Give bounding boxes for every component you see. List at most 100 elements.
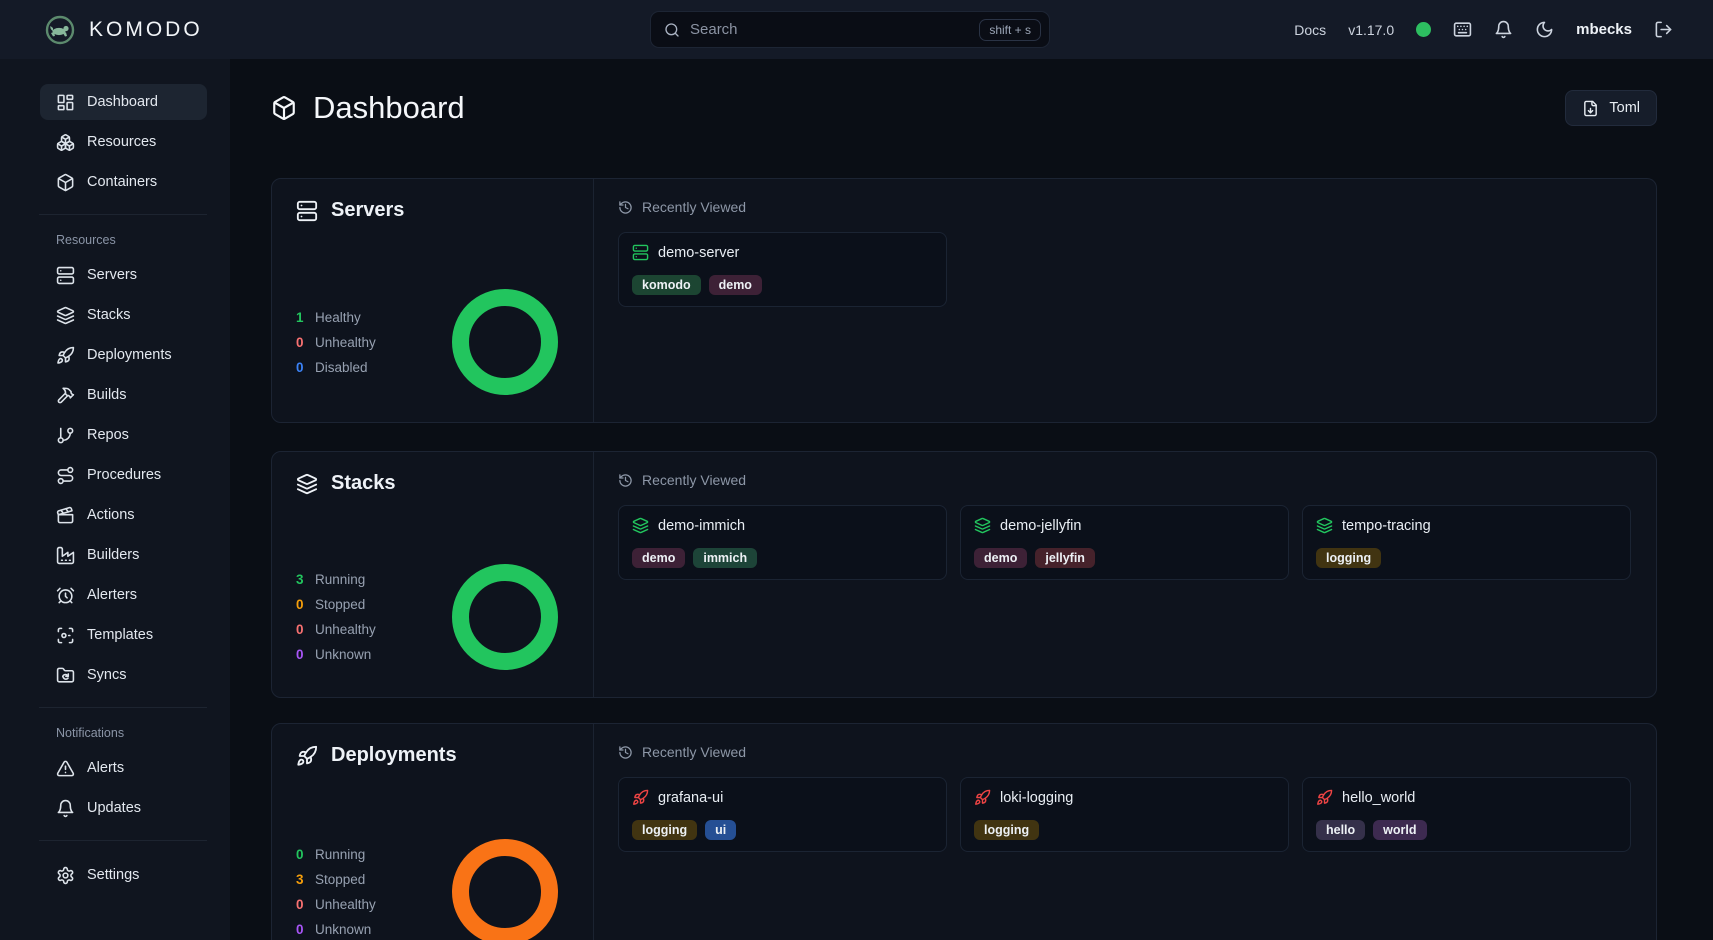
factory-icon [56,546,75,565]
sidebar-item-resources[interactable]: Resources [40,124,207,160]
search-icon [664,22,680,38]
sidebar-item-repos[interactable]: Repos [40,417,207,453]
deployments-card-title[interactable]: Deployments [296,744,569,767]
alarm-clock-icon [56,586,75,605]
deployments-card: Deployments 0 Running 3 Stopped 0 Unheal… [271,723,1657,940]
logout-icon[interactable] [1654,20,1673,39]
tag-logging[interactable]: logging [1316,548,1382,568]
tag-logging[interactable]: logging [974,820,1040,840]
sidebar-item-builds[interactable]: Builds [40,377,207,413]
route-icon [56,466,75,485]
sidebar-item-deployments[interactable]: Deployments [40,337,207,373]
servers-card: Servers 1 Healthy 0 Unhealthy 0 Disabled [271,178,1657,423]
legend-row: 0 Unknown [296,647,372,662]
layout-dashboard-icon [56,93,75,112]
legend-row: 0 Unhealthy [296,897,376,912]
sidebar-section-resources: Resources [56,233,116,247]
user-menu[interactable]: mbecks [1576,21,1632,38]
resource-card-tempo-tracing[interactable]: tempo-tracing logging [1302,505,1631,580]
theme-toggle-moon-icon[interactable] [1535,20,1554,39]
history-icon [618,200,633,215]
layers-icon [1316,517,1333,534]
version-label: v1.17.0 [1348,21,1395,38]
sidebar-item-updates[interactable]: Updates [40,790,207,826]
sidebar-item-label: Builds [87,387,127,403]
sidebar-item-label: Dashboard [87,94,158,110]
layers-icon [56,306,75,325]
tag-immich[interactable]: immich [693,548,758,568]
sidebar-item-builders[interactable]: Builders [40,537,207,573]
search-shortcut-badge: shift + s [979,18,1041,41]
sidebar-item-containers[interactable]: Containers [40,164,207,200]
docs-link[interactable]: Docs [1294,21,1327,38]
tag-komodo[interactable]: komodo [632,275,701,295]
sidebar-item-label: Builders [87,547,140,563]
tag-demo[interactable]: demo [974,548,1028,568]
toml-export-button[interactable]: Toml [1565,90,1657,126]
sidebar-item-label: Servers [87,267,137,283]
sidebar-item-templates[interactable]: Templates [40,617,207,653]
connection-status-dot[interactable] [1416,22,1432,37]
history-icon [618,473,633,488]
sidebar-item-actions[interactable]: Actions [40,497,207,533]
sidebar-item-servers[interactable]: Servers [40,257,207,293]
tag-demo[interactable]: demo [708,275,762,295]
sidebar: Dashboard Resources Containers Resources… [0,59,230,940]
sidebar-item-label: Stacks [87,307,131,323]
recently-viewed-label: Recently Viewed [618,744,1632,760]
rocket-icon [632,789,649,806]
tag-hello[interactable]: hello [1316,820,1366,840]
divider [39,214,207,215]
sidebar-item-stacks[interactable]: Stacks [40,297,207,333]
tag-jellyfin[interactable]: jellyfin [1035,548,1095,568]
sidebar-item-label: Syncs [87,667,127,683]
resource-card-hello-world[interactable]: hello_world hello world [1302,777,1631,852]
template-icon [56,626,75,645]
search-input[interactable] [680,21,980,38]
resource-card-demo-immich[interactable]: demo-immich demo immich [618,505,947,580]
tag-world[interactable]: world [1373,820,1427,840]
sidebar-item-label: Containers [87,174,158,190]
resource-card-grafana-ui[interactable]: grafana-ui logging ui [618,777,947,852]
top-navbar: KOMODO shift + s Docs v1.17.0 mbecks [0,0,1713,59]
sidebar-item-label: Settings [87,867,140,883]
tag-demo[interactable]: demo [632,548,686,568]
resource-card-loki-logging[interactable]: loki-logging logging [960,777,1289,852]
sidebar-item-label: Resources [87,134,157,150]
keyboard-shortcuts-icon[interactable] [1453,20,1472,39]
recently-viewed-label: Recently Viewed [618,199,1632,215]
sidebar-item-syncs[interactable]: Syncs [40,657,207,693]
history-icon [618,745,633,760]
sidebar-item-procedures[interactable]: Procedures [40,457,207,493]
resource-card-demo-server[interactable]: demo-server komodo demo [618,232,947,307]
tag-ui[interactable]: ui [705,820,737,840]
sidebar-item-label: Deployments [87,347,172,363]
legend-row: 3 Stopped [296,872,366,887]
server-icon [632,244,649,261]
sidebar-item-label: Updates [87,800,142,816]
boxes-icon [56,133,75,152]
resource-card-demo-jellyfin[interactable]: demo-jellyfin demo jellyfin [960,505,1289,580]
servers-status-legend: 1 Healthy 0 Unhealthy 0 Disabled [296,310,376,375]
notifications-bell-icon[interactable] [1494,20,1513,39]
brand-name: KOMODO [89,17,203,41]
global-search[interactable]: shift + s [650,11,1050,48]
hammer-icon [56,386,75,405]
sidebar-item-settings[interactable]: Settings [40,857,207,893]
servers-card-title[interactable]: Servers [296,199,569,222]
sidebar-item-dashboard[interactable]: Dashboard [40,84,207,120]
bell-icon [56,799,75,818]
sidebar-item-alerters[interactable]: Alerters [40,577,207,613]
file-down-icon [1582,100,1599,117]
stacks-card-title[interactable]: Stacks [296,472,569,495]
tag-logging[interactable]: logging [632,820,698,840]
deployments-recently-viewed: Recently Viewed grafana-ui logging ui [594,724,1656,940]
server-icon [296,200,318,222]
sidebar-item-label: Alerters [87,587,137,603]
stacks-status-donut [452,564,558,670]
alert-triangle-icon [56,759,75,778]
server-icon [56,266,75,285]
sidebar-item-label: Repos [87,427,129,443]
komodo-brand[interactable]: KOMODO [44,14,203,46]
sidebar-item-alerts[interactable]: Alerts [40,750,207,786]
